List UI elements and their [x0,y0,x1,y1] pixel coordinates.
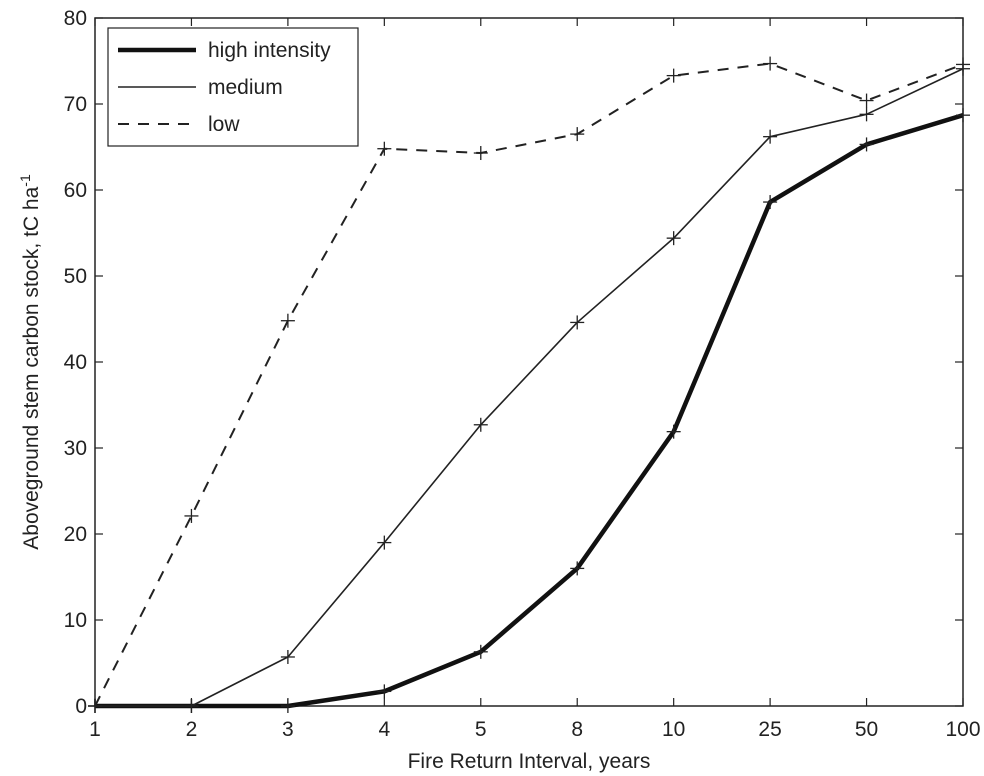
data-point-medium [184,699,199,713]
legend: high intensity medium low [107,27,359,147]
series-line-high-intensity [95,113,964,709]
x-axis-title: Fire Return Interval, years [408,750,651,773]
y-tick-label: 80 [64,7,87,30]
y-ticks: 0 10 20 30 40 50 60 70 80 [64,7,963,718]
data-point-low [570,127,585,142]
series-line-low [94,62,964,707]
x-tick-label: 50 [855,718,878,741]
y-axis-title-superscript: -1 [17,174,33,187]
x-tick-label: 100 [945,718,980,741]
x-tick-label: 1 [89,718,101,741]
data-point-low [763,56,778,71]
y-tick-label: 70 [64,93,87,116]
data-point-medium [859,107,874,122]
data-point-medium [570,315,585,330]
y-tick-label: 40 [64,351,87,374]
x-ticks: 1 2 3 4 5 8 10 25 50 100 [89,18,981,741]
legend-label: medium [208,76,283,99]
x-tick-label: 10 [662,718,685,741]
data-point-high-intensity [377,684,392,699]
data-point-low [280,313,295,328]
x-tick-label: 25 [758,718,781,741]
data-point-low [666,68,681,83]
data-point-high-intensity [473,644,488,659]
legend-label: low [208,113,240,136]
data-point-low [473,146,488,161]
x-tick-label: 4 [378,718,390,741]
data-point-medium [666,231,681,246]
data-point-low [377,141,392,156]
x-tick-label: 3 [282,718,294,741]
y-tick-label: 10 [64,609,87,632]
y-tick-label: 0 [75,695,87,718]
data-point-low [184,508,199,523]
x-tick-label: 5 [475,718,487,741]
y-tick-label: 30 [64,437,87,460]
data-point-high-intensity [570,561,585,576]
data-point-high-intensity [956,108,970,123]
y-tick-label: 20 [64,523,87,546]
data-point-high-intensity [666,424,681,439]
data-point-high-intensity [763,195,778,210]
series-layer [88,56,970,713]
x-tick-label: 8 [571,718,583,741]
data-point-low [88,699,102,713]
data-point-medium [280,649,295,664]
y-axis-title: Aboveground stem carbon stock, tC ha-1 [17,174,43,550]
series-line-medium [95,68,964,707]
y-tick-label: 50 [64,265,87,288]
data-point-medium [763,129,778,144]
data-point-medium [377,535,392,550]
legend-label: high intensity [208,39,331,62]
data-point-low [859,93,874,108]
data-point-high-intensity [280,699,295,713]
x-tick-label: 2 [186,718,198,741]
y-tick-label: 60 [64,179,87,202]
data-point-low [956,57,970,72]
data-point-high-intensity [859,137,874,152]
y-axis-title-text: Aboveground stem carbon stock, tC ha [20,186,43,549]
data-point-medium [473,417,488,432]
